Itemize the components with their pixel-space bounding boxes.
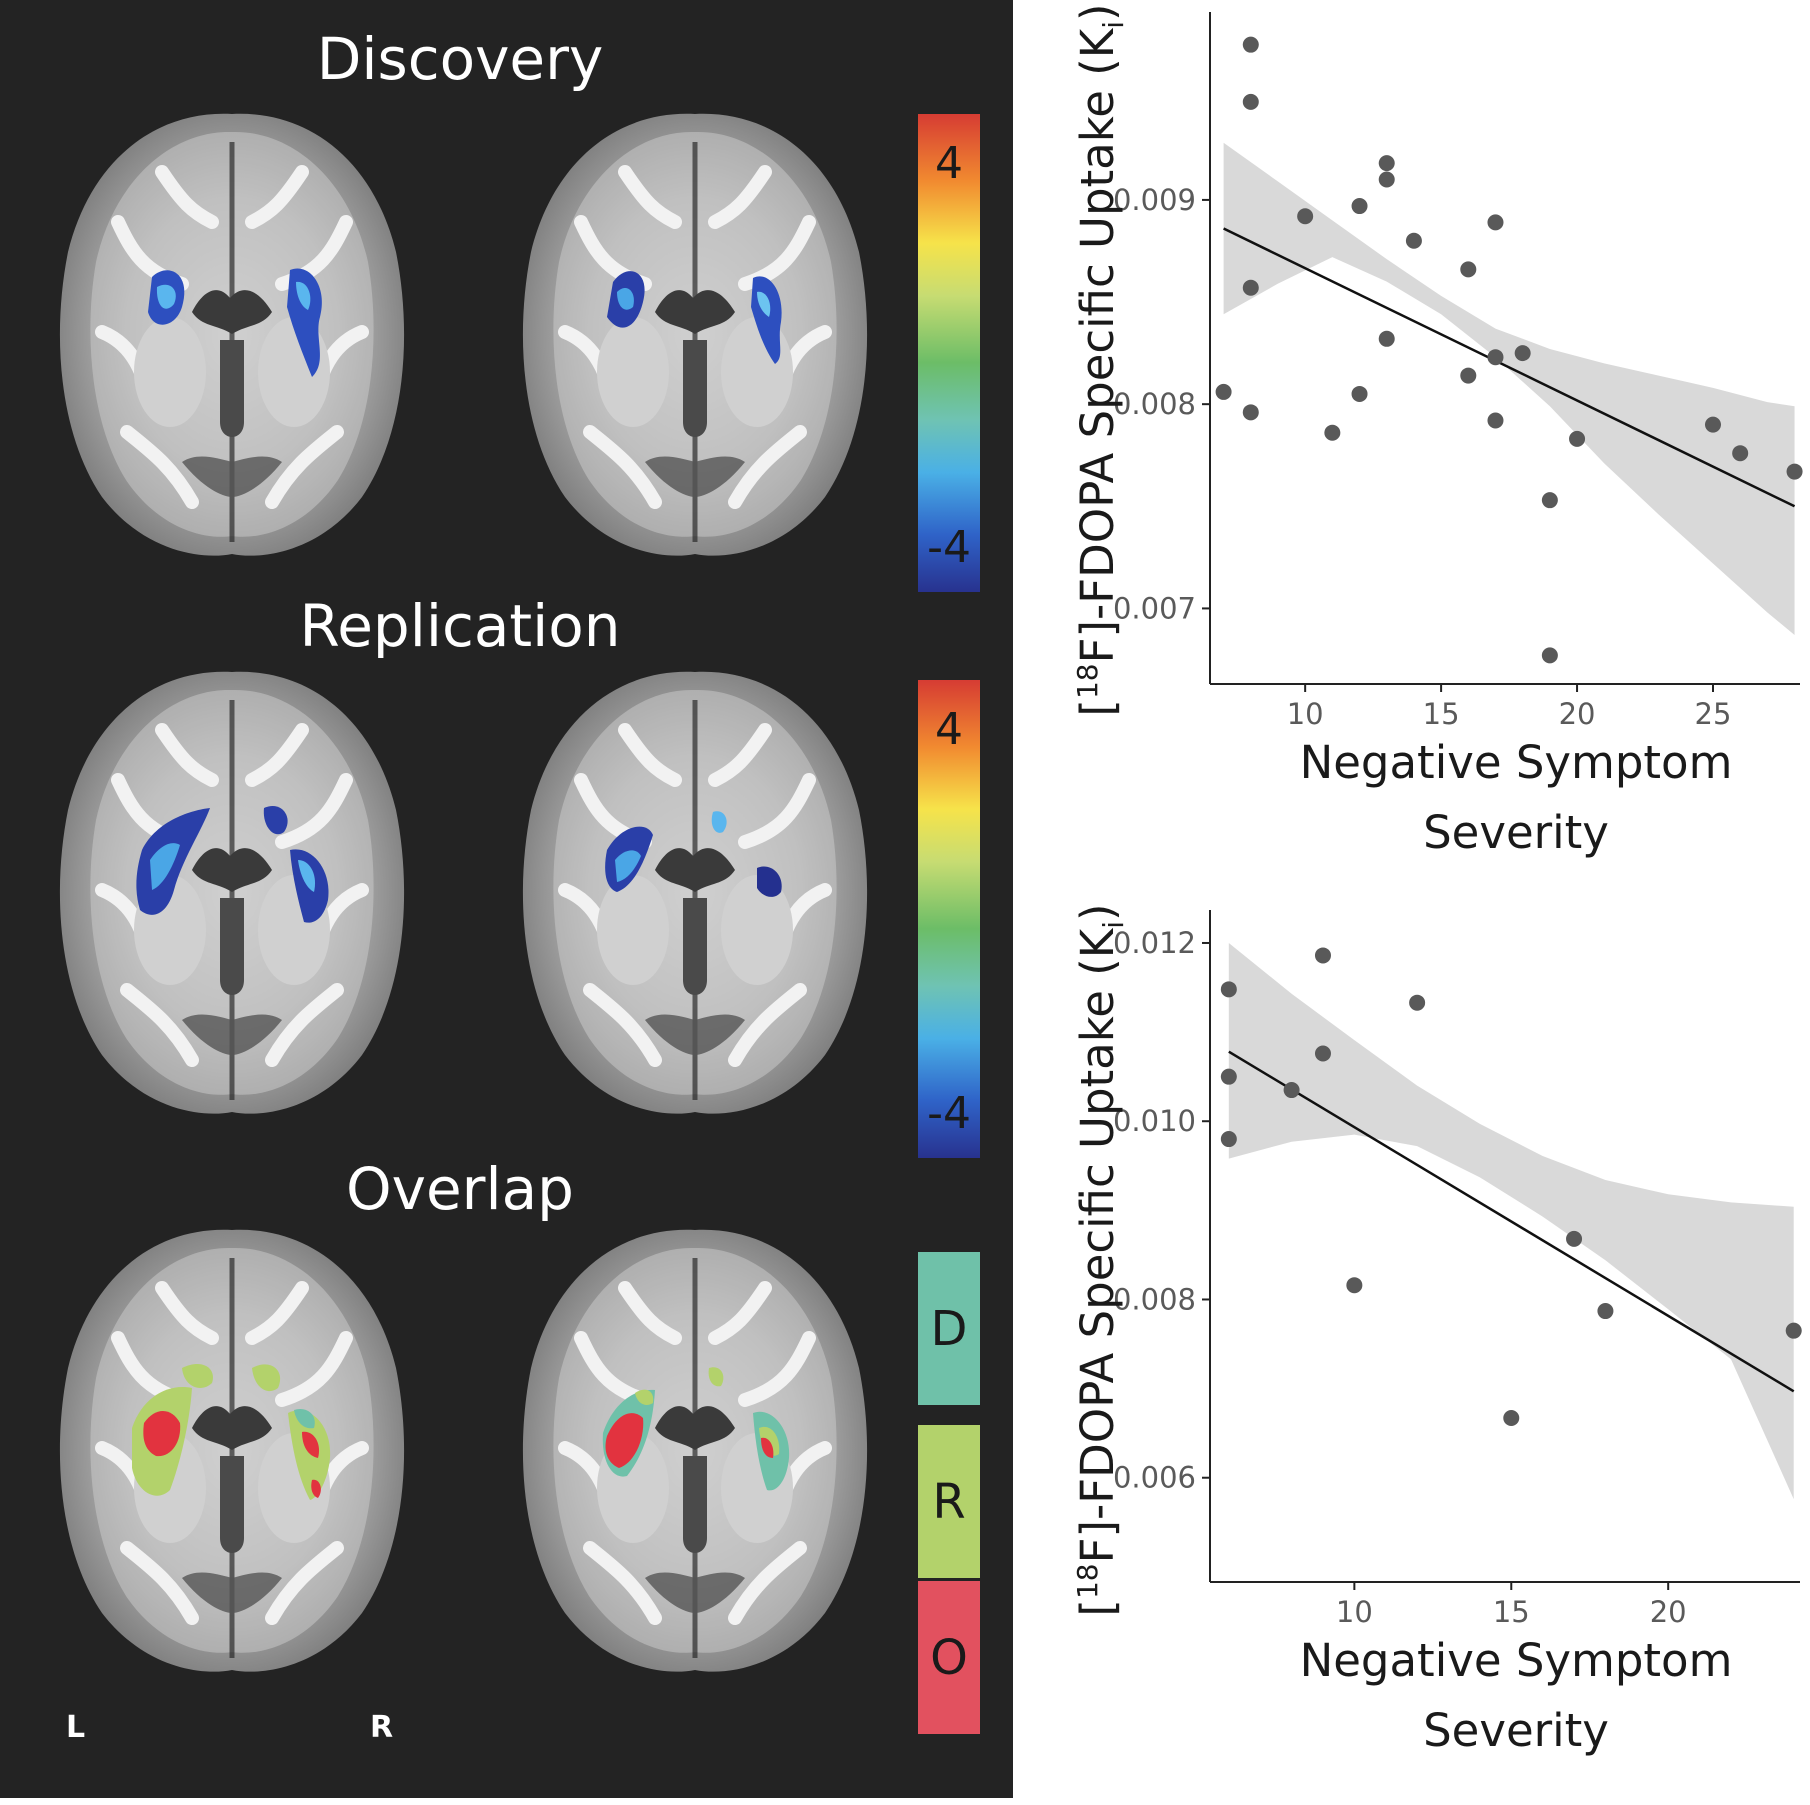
data-point [1487,214,1504,231]
overlap-key-discovery: D [918,1252,980,1405]
data-point [1220,981,1237,998]
colorbar-min-label: -4 [927,1088,971,1139]
brain-slice-discovery-right [495,102,895,562]
y-axis-title: [18F]-FDOPA Specific Uptake (Ki) [1071,3,1130,716]
data-point [1324,424,1341,441]
colorbar-max-label: 4 [935,704,963,755]
data-point [1351,198,1368,215]
x-tick-label: 10 [1336,1595,1373,1629]
data-point [1405,232,1422,249]
section-title-replication: Replication [299,592,621,660]
data-point [1242,36,1259,53]
colorbar-replication: 4 -4 [918,680,980,1158]
data-point [1283,1082,1300,1099]
x-axis-title-line-2: Severity [1423,1704,1609,1757]
data-point [1732,445,1749,462]
brain-slice-replication-left [32,660,432,1120]
y-tick-label: 0.006 [1113,1461,1196,1495]
x-tick-label: 10 [1287,697,1324,731]
data-point [1215,383,1232,400]
x-axis-title-line-1: Negative Symptom [1300,1634,1733,1687]
x-tick-label: 20 [1650,1595,1687,1629]
data-point [1514,345,1531,362]
brain-slice-overlap-left [32,1218,432,1678]
brain-figure-panel: Discovery Replication Overlap [0,0,1013,1798]
colorbar-min-label: -4 [927,522,971,573]
x-tick-label: 15 [1423,697,1460,731]
data-point [1460,367,1477,384]
data-point [1460,261,1477,278]
data-point [1378,171,1395,188]
data-point [1314,947,1331,964]
overlap-key-replication: R [918,1425,980,1578]
section-title-overlap: Overlap [346,1155,574,1223]
colorbar-max-label: 4 [935,138,963,189]
y-tick-label: 0.008 [1113,1282,1196,1316]
y-tick-label: 0.007 [1113,591,1196,625]
data-point [1242,93,1259,110]
data-point [1704,416,1721,433]
brain-slice-overlap-right [495,1218,895,1678]
data-point [1351,385,1368,402]
y-tick-label: 0.010 [1113,1104,1196,1138]
data-point [1242,279,1259,296]
y-tick-label: 0.012 [1113,926,1196,960]
x-tick-label: 15 [1493,1595,1530,1629]
data-point [1569,430,1586,447]
overlap-key-overlap: O [918,1581,980,1734]
data-point [1409,994,1426,1011]
data-point [1566,1230,1583,1247]
data-point [1220,1131,1237,1148]
y-axis-title: [18F]-FDOPA Specific Uptake (Ki) [1071,903,1130,1616]
data-point [1314,1045,1331,1062]
data-point [1785,1322,1802,1339]
x-tick-label: 25 [1695,697,1732,731]
data-point [1378,155,1395,172]
x-axis-title-line-1: Negative Symptom [1300,736,1733,789]
data-point [1597,1303,1614,1320]
x-axis-title-line-2: Severity [1423,806,1609,859]
brain-slice-replication-right [495,660,895,1120]
scatter-plot-bottom: 10 15 20 0.006 0.008 0.010 0.012 Negative Symp… [1071,903,1802,1757]
data-point [1346,1277,1363,1294]
data-point [1487,412,1504,429]
data-point [1378,330,1395,347]
orientation-label-left: L [66,1710,86,1745]
regression-line [1228,1050,1795,1393]
confidence-band [1223,142,1795,635]
regression-line [1223,227,1796,508]
confidence-band [1228,942,1794,1500]
data-point [1541,492,1558,509]
y-tick-label: 0.008 [1113,387,1196,421]
data-point [1297,208,1314,225]
data-point [1487,349,1504,366]
colorbar-discovery: 4 -4 [918,114,980,592]
x-tick-label: 20 [1559,697,1596,731]
data-point [1242,404,1259,421]
orientation-label-right: R [370,1710,394,1745]
data-point [1541,647,1558,664]
y-tick-label: 0.009 [1113,183,1196,217]
brain-slice-discovery-left [32,102,432,562]
data-point [1220,1068,1237,1085]
scatter-plot-top: 10 15 20 25 0.007 0.008 0.009 Negative Symptom… [1071,3,1803,859]
data-point [1503,1410,1520,1427]
section-title-discovery: Discovery [316,25,604,93]
data-point [1786,463,1803,480]
